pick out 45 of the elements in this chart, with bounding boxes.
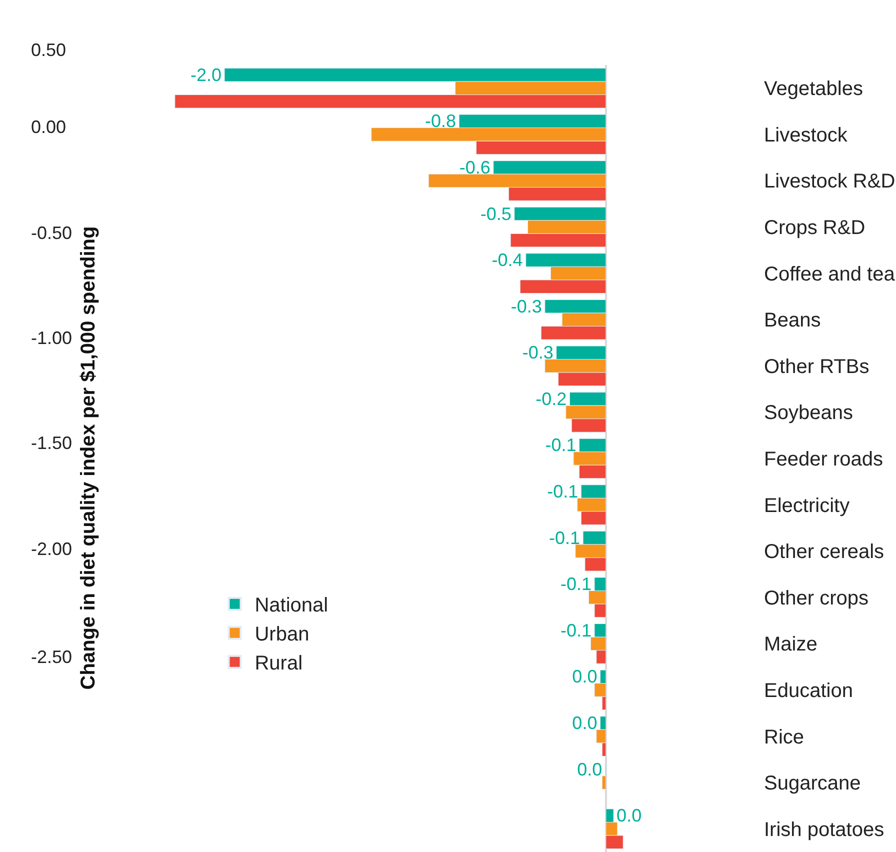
y-tick-label: Education	[764, 680, 853, 702]
y-tick-label: Maize	[764, 634, 818, 656]
data-label: -0.5	[480, 204, 512, 224]
data-label: -0.3	[510, 296, 542, 316]
data-label: -0.1	[549, 528, 580, 548]
data-label: 0.0	[572, 712, 598, 733]
y-tick-label: Crops R&D	[764, 217, 866, 240]
y-tick-label: Beans	[764, 310, 821, 332]
data-label: -0.2	[536, 388, 567, 409]
y-tick-label: Other cereals	[764, 541, 884, 564]
y-tick-label: Livestock R&D	[764, 170, 896, 193]
y-axis-title: Change in diet quality index per $1,000 spending	[78, 226, 100, 690]
y-tick-label: Coffee and tea	[764, 263, 896, 286]
y-tick-label: Irish potatoes	[764, 818, 884, 841]
y-tick-label: Other crops	[764, 587, 868, 610]
data-label: -0.8	[425, 111, 456, 132]
y-tick-label: Feeder roads	[764, 448, 883, 470]
text: -0.50	[31, 223, 72, 243]
y-tick-label: Soybeans	[764, 402, 853, 424]
y-tick-label: Other RTBs	[764, 356, 870, 378]
legend-label: Urban	[254, 624, 310, 646]
text: 0.00	[31, 117, 66, 137]
y-tick-label: Rice	[764, 726, 804, 748]
text: 0.50	[31, 40, 66, 60]
data-label: -0.1	[547, 482, 578, 502]
data-label: -0.4	[492, 250, 523, 270]
y-tick-label: Vegetables	[764, 78, 863, 100]
text: -2.00	[31, 539, 72, 559]
data-label: 0.0	[572, 666, 598, 687]
data-label: 0.0	[616, 806, 642, 826]
text: -2.50	[31, 647, 72, 667]
data-label: -0.6	[459, 157, 490, 178]
data-label: -0.1	[560, 620, 592, 640]
legend-label: Rural	[254, 652, 303, 675]
data-label: -0.1	[560, 574, 592, 594]
y-tick-label: Sugarcane	[764, 772, 861, 795]
data-label: -0.1	[545, 435, 576, 456]
text: -1.00	[31, 328, 72, 348]
data-label: 0.0	[577, 759, 602, 780]
y-tick-label: Livestock	[764, 124, 848, 146]
text: -1.50	[31, 433, 72, 453]
data-label: -0.3	[522, 342, 554, 363]
y-tick-label: Electricity	[764, 494, 850, 517]
data-label: -2.0	[190, 64, 222, 85]
legend-label: National	[254, 594, 328, 617]
